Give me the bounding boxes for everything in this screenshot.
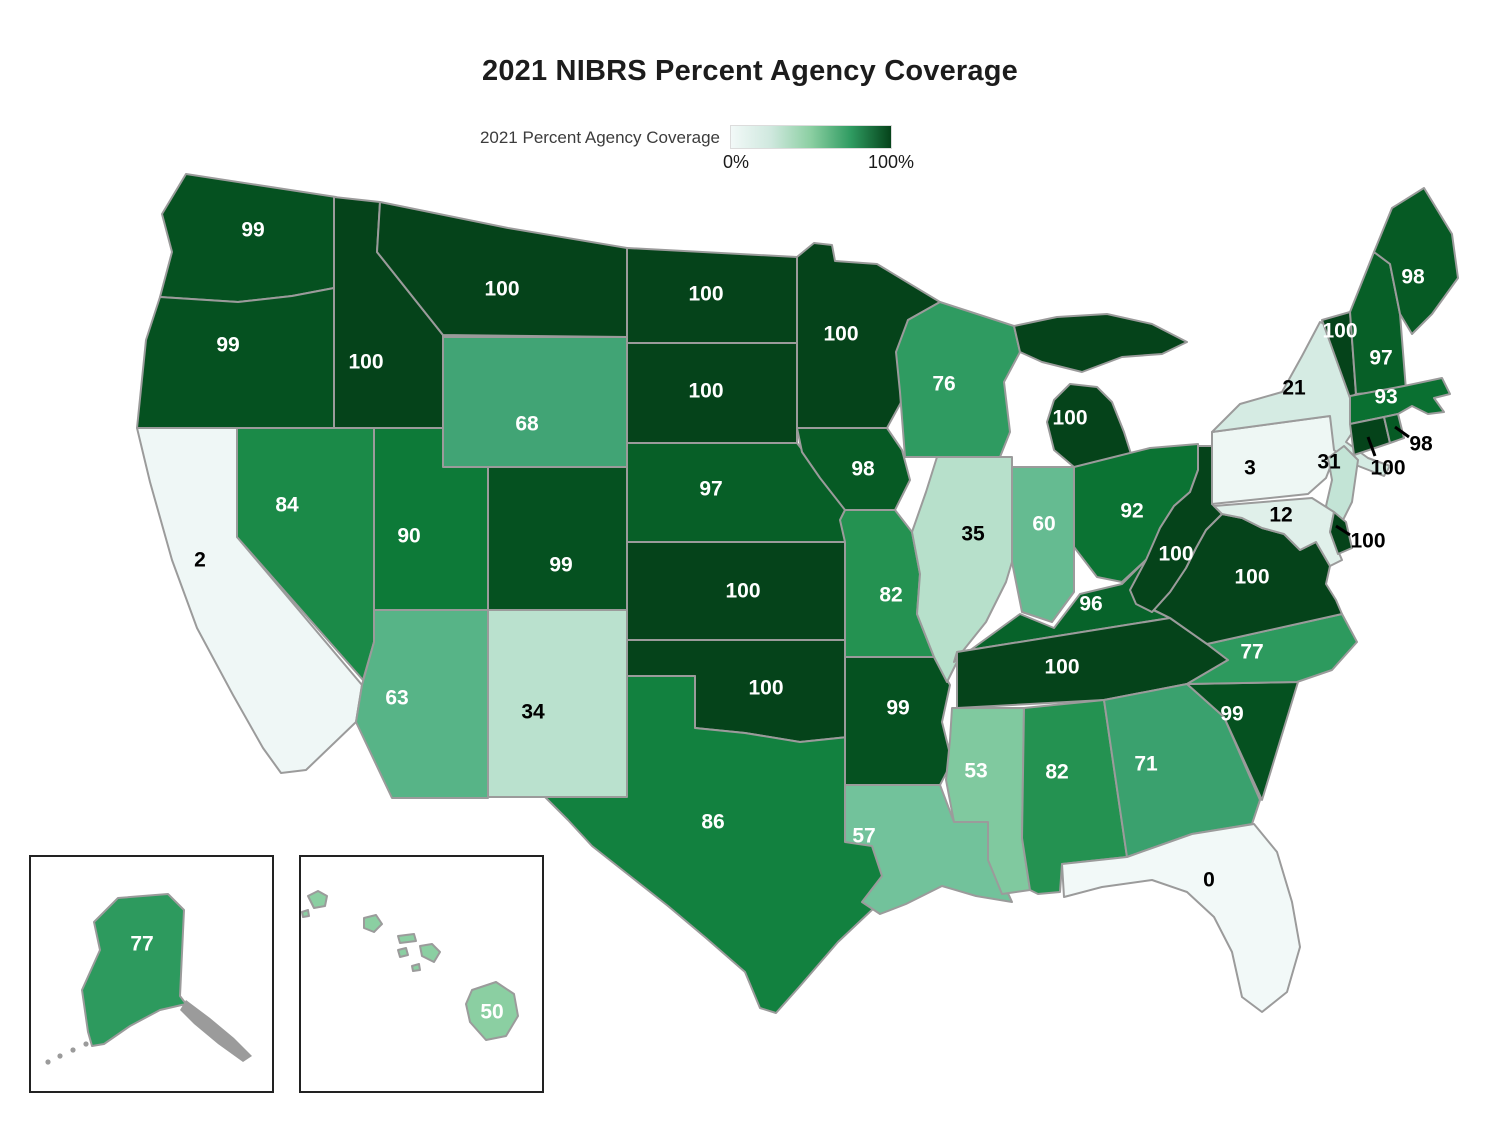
state-value-label-idaho: 100 [348,351,383,374]
state-value-label-new-mexico: 34 [521,701,545,724]
state-value-label-north-carolina: 77 [1240,641,1263,664]
state-value-label-west-virginia: 100 [1158,543,1193,566]
alaska-panhandle-decoration [180,1000,252,1062]
state-value-label-new-york: 21 [1282,377,1306,400]
state-value-label-virginia: 100 [1234,566,1269,589]
state-value-label-wyoming: 68 [515,413,539,436]
state-value-label-oregon: 99 [216,334,239,357]
state-value-label-maryland: 12 [1269,504,1292,527]
state-value-label-montana: 100 [484,278,519,301]
state-value-label-mississippi: 53 [964,760,987,783]
state-value-label-arkansas: 99 [886,697,909,720]
state-value-label-alabama: 82 [1045,761,1068,784]
aleutian-island-dot [83,1041,89,1047]
state-value-label-south-carolina: 99 [1220,703,1243,726]
state-value-label-kentucky: 96 [1079,593,1102,616]
state-value-label-washington: 99 [241,219,264,242]
state-value-label-oklahoma: 100 [748,677,783,700]
state-value-label-michigan: 100 [1052,407,1087,430]
state-michigan [1013,313,1188,373]
legend-max-label: 100% [867,152,915,172]
state-arizona [355,609,489,799]
legend-min-label: 0% [722,152,749,172]
hawaii-minor-island [411,963,421,972]
hawaii-minor-island [363,914,383,933]
state-value-label-iowa: 98 [851,458,875,481]
state-value-label-colorado: 99 [549,554,572,577]
state-value-label-north-dakota: 100 [688,283,723,306]
state-value-label-california: 2 [194,549,206,572]
state-value-label-connecticut: 100 [1370,457,1405,480]
state-value-label-texas: 86 [701,811,724,834]
state-alaska [81,893,187,1047]
state-value-label-new-jersey: 31 [1317,451,1341,474]
state-maine [1373,187,1459,335]
state-indiana [1011,466,1075,623]
state-value-label-illinois: 35 [961,523,985,546]
state-hawaii [465,981,519,1041]
legend-gradient-bar [730,125,892,149]
aleutian-island-dot [70,1047,76,1053]
state-oregon [136,287,335,429]
hawaii-minor-island [397,933,417,944]
state-wisconsin [895,301,1021,458]
hawaii-minor-island [397,947,409,958]
callout-line-delaware [1335,524,1351,537]
aleutian-island-dot [45,1059,51,1065]
aleutian-island-dot [57,1053,63,1059]
state-value-label-hawaii: 50 [480,1001,503,1024]
state-florida [1061,823,1301,1013]
hawaii-inset-box [299,855,544,1093]
state-value-label-arizona: 63 [385,687,408,710]
state-north-carolina [1186,613,1358,685]
state-value-label-minnesota: 100 [823,323,858,346]
state-value-label-missouri: 82 [879,584,902,607]
state-value-label-tennessee: 100 [1044,656,1079,679]
state-new-mexico [487,609,628,798]
state-value-label-florida: 0 [1203,869,1215,892]
state-value-label-rhode-island: 98 [1409,433,1433,456]
state-value-label-vermont: 100 [1322,320,1357,343]
hawaii-minor-island [307,890,328,909]
state-colorado [487,466,651,611]
state-value-label-wisconsin: 76 [932,373,955,396]
legend-title: 2021 Percent Agency Coverage [479,128,720,147]
state-value-label-kansas: 100 [725,580,760,603]
state-value-label-nebraska: 97 [699,478,722,501]
state-value-label-pennsylvania: 3 [1244,457,1256,480]
state-value-label-georgia: 71 [1134,753,1158,776]
page-title: 2021 NIBRS Percent Agency Coverage [481,55,1018,87]
state-value-label-delaware: 100 [1350,530,1385,553]
state-value-label-indiana: 60 [1032,513,1055,536]
state-value-label-massachusetts: 93 [1374,386,1397,409]
hawaii-minor-island [419,943,441,963]
hawaii-minor-island [301,909,310,918]
state-value-label-new-hampshire: 97 [1369,347,1392,370]
state-rhode-island [1383,413,1405,444]
state-delaware [1329,511,1353,555]
state-arkansas [844,656,953,786]
callout-line-connecticut [1366,436,1377,457]
state-value-label-nevada: 84 [275,494,299,517]
state-value-label-maine: 98 [1401,266,1425,289]
state-connecticut [1349,416,1391,456]
state-new-jersey [1325,445,1359,527]
state-value-label-ohio: 92 [1120,500,1143,523]
state-value-label-alaska: 77 [130,933,153,956]
callout-line-rhode-island [1394,425,1410,439]
state-value-label-south-dakota: 100 [688,380,723,403]
state-value-label-utah: 90 [397,525,420,548]
state-wyoming [442,336,628,468]
state-value-label-louisiana: 57 [852,825,875,848]
state-texas [544,675,889,1014]
